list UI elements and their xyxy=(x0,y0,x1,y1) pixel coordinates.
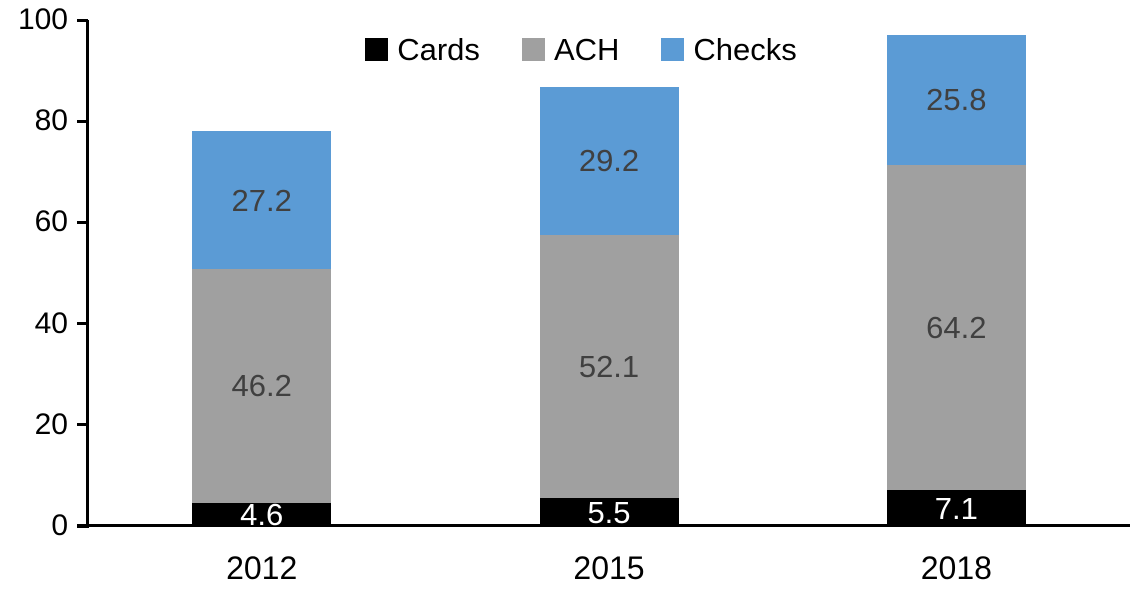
bar-segment-ach-2015: 52.1 xyxy=(539,234,679,499)
y-axis-tick-label: 0 xyxy=(51,509,68,542)
bar-segment-ach-2012: 46.2 xyxy=(192,268,332,503)
bar-value-label: 64.2 xyxy=(926,310,987,346)
y-axis-tick-mark xyxy=(77,119,88,123)
y-axis-tick-mark xyxy=(77,220,88,224)
chart-legend: Cards ACH Checks xyxy=(60,34,1102,65)
bar-2018: 7.1 64.2 25.8 xyxy=(886,34,1026,526)
y-axis-tick-label: 100 xyxy=(17,3,68,36)
y-axis-tick-label: 20 xyxy=(34,407,68,441)
legend-item-checks: Checks xyxy=(661,32,797,67)
bar-segment-cards-2015: 5.5 xyxy=(539,494,679,530)
bar-2012: 4.6 46.2 27.2 xyxy=(192,131,332,532)
y-axis-tick-mark xyxy=(77,524,88,528)
bar-value-label: 29.2 xyxy=(578,143,640,179)
legend-label: Cards xyxy=(397,32,480,67)
y-axis-tick-label: 40 xyxy=(34,306,68,340)
bar-segment-cards-2018: 7.1 xyxy=(886,490,1026,526)
bar-value-label: 52.1 xyxy=(578,348,640,384)
bar-segment-checks-2012: 27.2 xyxy=(192,131,332,269)
legend-swatch-checks-icon xyxy=(661,38,685,61)
bar-value-label: 27.2 xyxy=(231,182,292,218)
bar-value-label: 4.6 xyxy=(240,496,284,532)
legend-label: Checks xyxy=(693,32,797,67)
y-axis-tick-label: 60 xyxy=(34,205,68,239)
y-axis-tick-label: 80 xyxy=(34,104,68,138)
x-axis-category-label: 2012 xyxy=(226,550,298,586)
legend-swatch-ach-icon xyxy=(521,38,545,61)
bar-segment-cards-2012: 4.6 xyxy=(192,496,332,532)
legend-label: ACH xyxy=(553,32,620,67)
y-axis-tick-mark xyxy=(77,322,88,326)
y-axis-tick-mark xyxy=(77,423,88,427)
y-axis-tick-mark xyxy=(77,18,88,22)
legend-swatch-cards-icon xyxy=(365,38,389,61)
bar-value-label: 7.1 xyxy=(934,490,978,526)
y-axis-line xyxy=(86,20,89,528)
bar-value-label: 46.2 xyxy=(231,368,292,404)
legend-item-ach: ACH xyxy=(521,32,620,67)
bar-segment-ach-2018: 64.2 xyxy=(886,165,1026,491)
x-axis-category-label: 2018 xyxy=(920,550,992,586)
bar-value-label: 5.5 xyxy=(587,494,631,530)
bar-value-label: 25.8 xyxy=(926,82,987,118)
legend-item-cards: Cards xyxy=(365,34,480,65)
bar-segment-checks-2015: 29.2 xyxy=(539,86,679,235)
x-axis-category-label: 2015 xyxy=(573,550,645,586)
bar-segment-checks-2018: 25.8 xyxy=(886,34,1026,166)
bar-2015: 5.5 52.1 29.2 xyxy=(539,86,679,530)
